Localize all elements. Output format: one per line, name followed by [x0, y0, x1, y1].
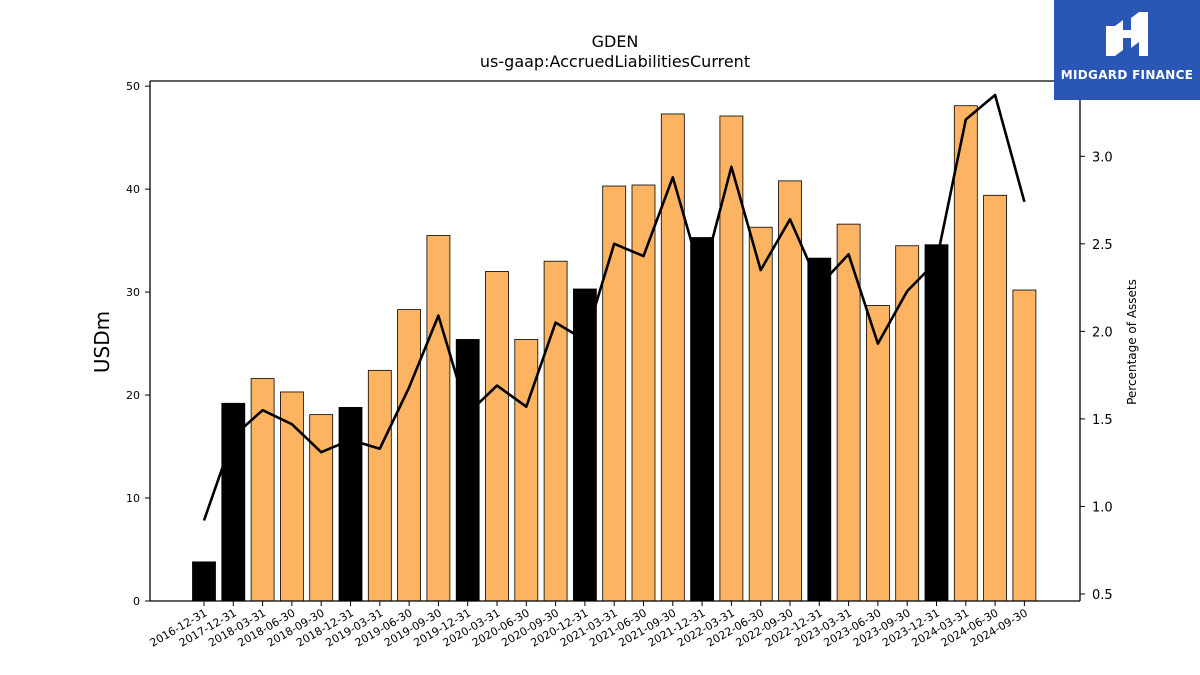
bar — [895, 245, 920, 602]
y-tick-label: 40 — [126, 183, 140, 196]
bar — [983, 194, 1007, 602]
bar — [455, 339, 480, 602]
bar — [924, 244, 949, 602]
bar — [953, 105, 978, 602]
y2-tick-label: 2.0 — [1092, 325, 1113, 340]
bar — [338, 407, 363, 602]
y-tick-label: 20 — [126, 389, 140, 402]
bar — [397, 309, 422, 602]
bar — [485, 271, 509, 602]
bar — [192, 561, 216, 602]
y2-tick-label: 0.5 — [1092, 588, 1113, 603]
logo-text: MIDGARD FINANCE — [1060, 68, 1194, 82]
bar — [866, 305, 890, 602]
percentage-line — [202, 93, 1026, 521]
midgard-finance-logo: MIDGARD FINANCE — [1054, 0, 1200, 100]
y2-tick-label: 1.5 — [1092, 413, 1113, 428]
y-tick-label: 10 — [126, 492, 140, 505]
bar — [250, 378, 275, 602]
bar — [807, 257, 832, 602]
bar — [426, 235, 451, 602]
chart-title: GDEN — [591, 32, 639, 51]
bar — [719, 115, 744, 602]
bar — [660, 113, 685, 602]
y2-tick-label: 2.5 — [1092, 238, 1113, 253]
bar — [690, 237, 714, 602]
bar — [367, 369, 392, 602]
y2-tick-label: 1.0 — [1092, 500, 1113, 515]
bar — [631, 184, 656, 602]
bar — [221, 402, 246, 602]
y2-tick-label: 3.0 — [1092, 150, 1113, 165]
bar — [309, 414, 334, 602]
y-tick-label: 30 — [126, 286, 140, 299]
y-tick-label: 50 — [126, 80, 140, 93]
y-tick-label: 0 — [133, 595, 140, 608]
bar — [1012, 289, 1037, 602]
bar — [514, 339, 539, 602]
midgard-logo-mark-icon — [1106, 12, 1148, 56]
bar — [543, 260, 568, 602]
chart-subtitle: us-gaap:AccruedLiabilitiesCurrent — [479, 52, 751, 71]
bar — [748, 226, 773, 602]
bar — [778, 180, 802, 602]
